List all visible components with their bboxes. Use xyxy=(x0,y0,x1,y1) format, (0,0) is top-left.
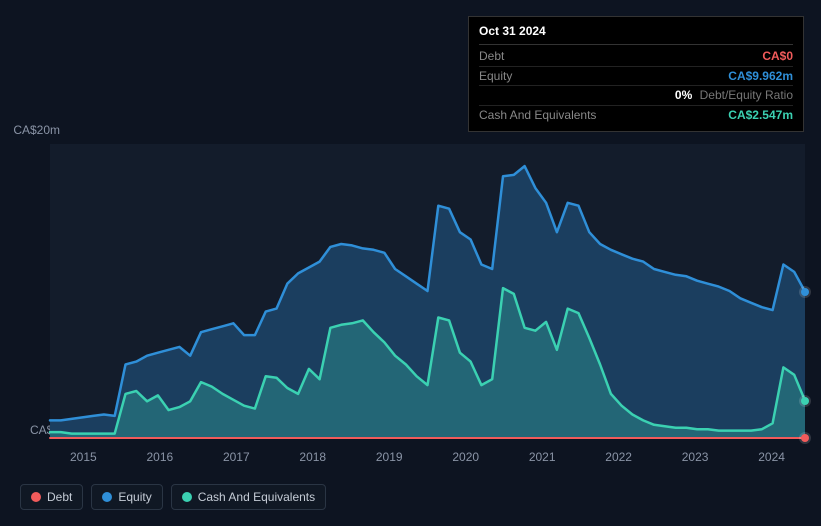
legend-swatch-icon xyxy=(182,492,192,502)
legend-label: Cash And Equivalents xyxy=(198,490,315,504)
legend-swatch-icon xyxy=(31,492,41,502)
x-axis-label: 2024 xyxy=(758,450,785,464)
series-end-marker xyxy=(801,397,809,405)
legend-item[interactable]: Cash And Equivalents xyxy=(171,484,326,510)
tooltip-sublabel: Debt/Equity Ratio xyxy=(700,88,793,102)
tooltip-row: Equity CA$9.962m xyxy=(479,67,793,87)
x-axis-label: 2017 xyxy=(223,450,250,464)
tooltip-value: 0% Debt/Equity Ratio xyxy=(675,87,793,104)
legend-item[interactable]: Debt xyxy=(20,484,83,510)
y-axis-label: CA$20m xyxy=(0,123,60,137)
legend-label: Equity xyxy=(118,490,151,504)
chart-svg xyxy=(50,144,805,438)
x-axis-label: 2020 xyxy=(452,450,479,464)
tooltip-row: Debt CA$0 xyxy=(479,47,793,67)
legend-label: Debt xyxy=(47,490,72,504)
tooltip-label: Debt xyxy=(479,48,504,65)
chart-legend: Debt Equity Cash And Equivalents xyxy=(20,484,326,510)
legend-item[interactable]: Equity xyxy=(91,484,162,510)
x-axis-label: 2022 xyxy=(605,450,632,464)
tooltip-rows: Debt CA$0 Equity CA$9.962m 0% Debt/Equity Ra… xyxy=(479,47,793,125)
chart-plot-area xyxy=(50,144,805,438)
legend-swatch-icon xyxy=(102,492,112,502)
x-axis-labels: 2015 2016 2017 2018 2019 2020 2021 2022 2023 2024 xyxy=(70,450,785,464)
x-axis-label: 2023 xyxy=(682,450,709,464)
series-end-marker xyxy=(801,434,809,442)
x-axis-label: 2019 xyxy=(376,450,403,464)
tooltip-date: Oct 31 2024 xyxy=(479,23,793,45)
tooltip-value: CA$9.962m xyxy=(728,68,793,85)
tooltip-label: Equity xyxy=(479,68,512,85)
tooltip-value: CA$0 xyxy=(762,48,793,65)
series-end-marker xyxy=(801,288,809,296)
chart-tooltip: Oct 31 2024 Debt CA$0 Equity CA$9.962m 0% De… xyxy=(468,16,804,132)
x-axis-label: 2021 xyxy=(529,450,556,464)
x-axis-label: 2018 xyxy=(299,450,326,464)
x-axis-label: 2015 xyxy=(70,450,97,464)
x-axis-label: 2016 xyxy=(146,450,173,464)
tooltip-row: Cash And Equivalents CA$2.547m xyxy=(479,106,793,125)
tooltip-label: Cash And Equivalents xyxy=(479,107,596,124)
tooltip-row: 0% Debt/Equity Ratio xyxy=(479,86,793,106)
tooltip-value: CA$2.547m xyxy=(728,107,793,124)
